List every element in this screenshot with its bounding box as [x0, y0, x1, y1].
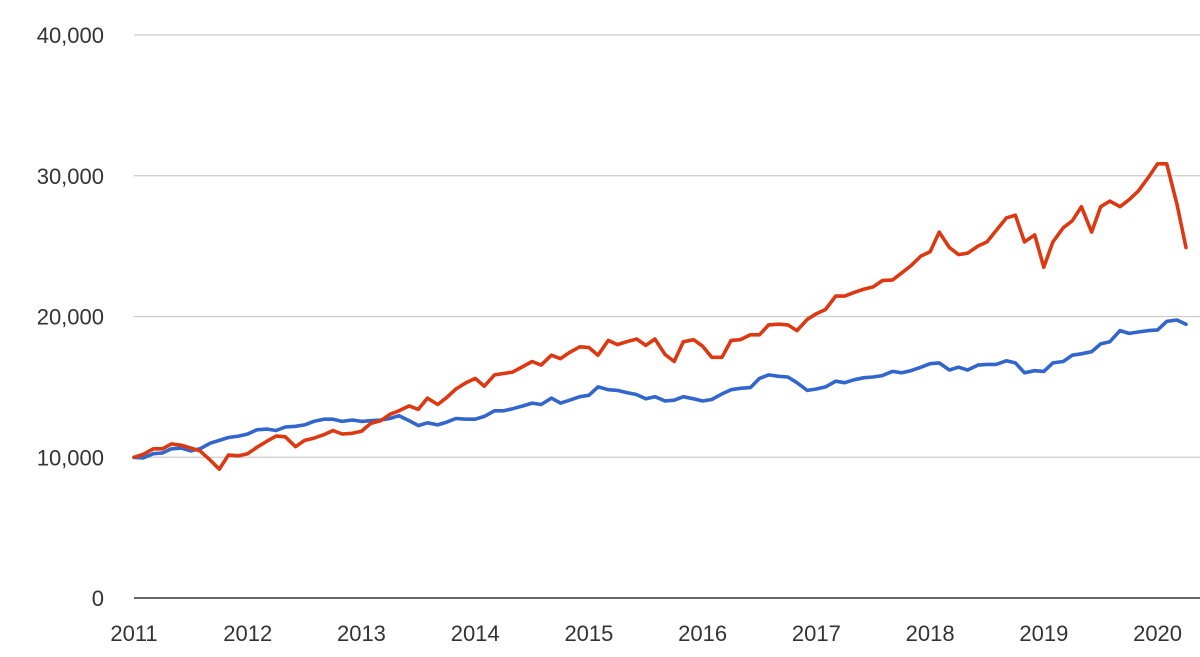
y-axis: 0 10,000 20,000 30,000 40,000 — [37, 23, 104, 611]
y-tick-label: 20,000 — [37, 305, 104, 330]
x-tick-label: 2020 — [1133, 621, 1182, 646]
x-tick-label: 2017 — [792, 621, 841, 646]
y-tick-label: 0 — [92, 586, 104, 611]
series-line-2 — [132, 162, 1188, 471]
x-tick-label: 2011 — [110, 621, 157, 646]
x-tick-label: 2019 — [1019, 621, 1068, 646]
x-tick-label: 2015 — [564, 621, 613, 646]
x-tick-label: 2016 — [678, 621, 727, 646]
y-tick-label: 10,000 — [37, 445, 104, 470]
x-tick-label: 2012 — [223, 621, 272, 646]
x-axis: 2011 2012 2013 2014 2015 2016 2017 2018 2019 2020 — [110, 597, 1200, 646]
y-tick-label: 40,000 — [37, 23, 104, 48]
series-lines — [132, 162, 1188, 471]
x-tick-label: 2013 — [337, 621, 386, 646]
series-line-1 — [132, 318, 1188, 460]
y-tick-label: 30,000 — [37, 164, 104, 189]
gridlines — [134, 34, 1200, 458]
x-tick-label: 2018 — [906, 621, 955, 646]
x-tick-label: 2014 — [451, 621, 500, 646]
